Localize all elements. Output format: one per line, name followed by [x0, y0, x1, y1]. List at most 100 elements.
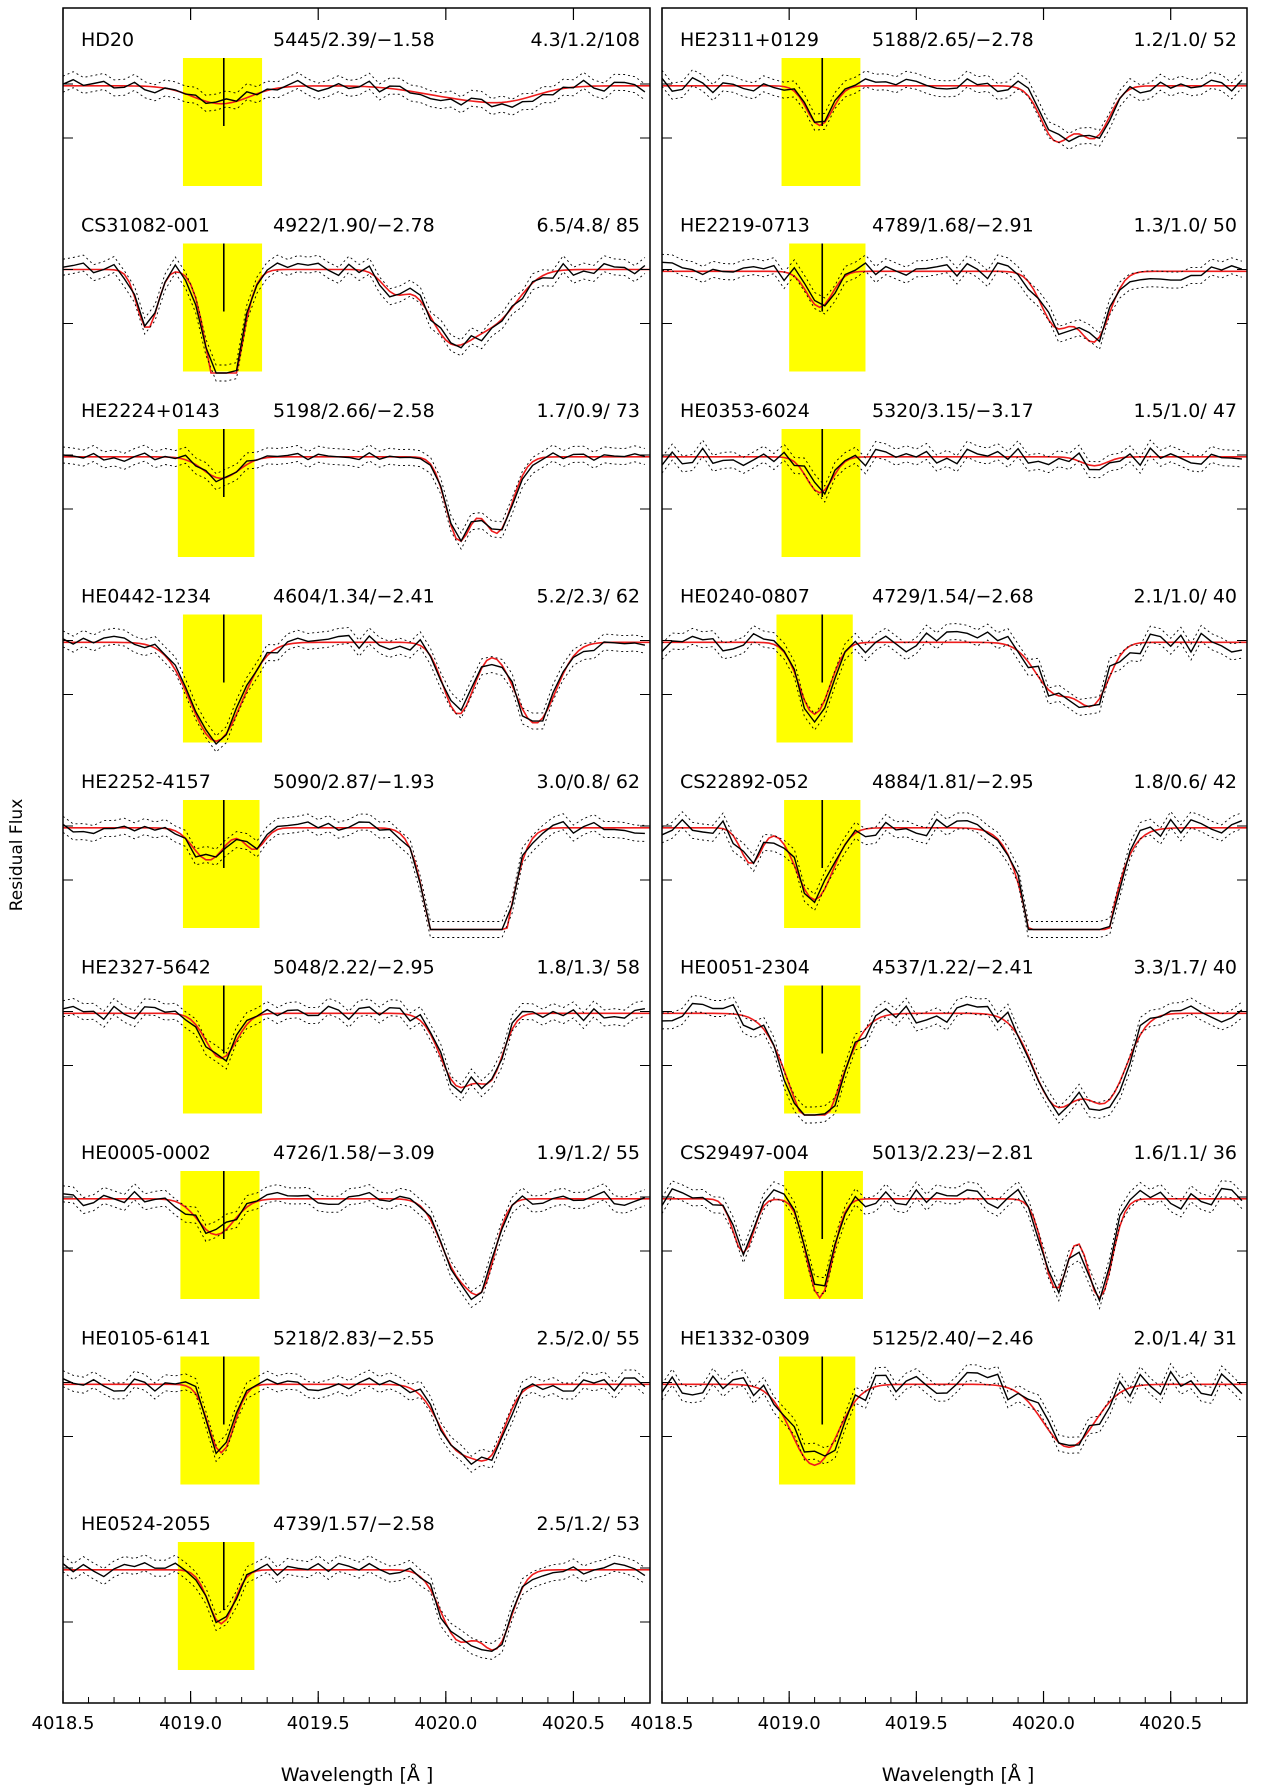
synthetic-spectrum — [63, 1569, 650, 1651]
synthetic-spectrum — [63, 827, 650, 931]
stellar-params: 5048/2.22/−2.95 — [273, 957, 435, 979]
observed-spectrum — [661, 1002, 1243, 1117]
x-tick-label: 4019.5 — [287, 1713, 350, 1734]
star-name: CS29497-004 — [680, 1142, 809, 1164]
error-lower — [661, 826, 1243, 938]
stellar-params: 5188/2.65/−2.78 — [872, 29, 1034, 51]
y-axis-label: Residual Flux — [7, 799, 27, 912]
error-upper — [62, 71, 646, 100]
panel-he0442-1234: HE0442-1234 4604/1.34/−2.41 5.2/2.3/ 62 — [62, 586, 650, 753]
highlight-box — [182, 614, 263, 743]
observed-spectrum — [661, 630, 1243, 724]
highlight-box — [177, 429, 255, 557]
panel-stats: 1.6/1.1/ 36 — [1134, 1142, 1237, 1164]
observed-spectrum — [62, 634, 646, 746]
synthetic-spectrum — [63, 641, 650, 743]
error-lower — [661, 455, 1242, 503]
observed-spectrum — [62, 1005, 646, 1094]
error-lower — [62, 87, 646, 116]
x-tick-label: 4018.5 — [32, 1713, 95, 1734]
observed-spectrum — [62, 1190, 646, 1301]
x-tick-label: 4019.5 — [885, 1713, 948, 1734]
error-lower — [661, 1378, 1243, 1465]
panel-stats: 4.3/1.2/108 — [530, 29, 640, 51]
star-name: HE2252-4157 — [81, 771, 211, 793]
x-tick-label: 4020.5 — [542, 1713, 605, 1734]
panel-stats: 3.3/1.7/ 40 — [1134, 957, 1237, 979]
star-name: HE2224+0143 — [81, 400, 220, 422]
synthetic-spectrum — [662, 641, 1247, 716]
highlight-box — [182, 800, 260, 928]
error-lower — [661, 1011, 1243, 1124]
left-frame — [62, 7, 651, 1704]
panel-stats: 2.0/1.4/ 31 — [1134, 1328, 1237, 1350]
synthetic-spectrum — [63, 268, 650, 374]
star-name: CS31082-001 — [81, 215, 210, 237]
observed-spectrum — [62, 78, 646, 108]
panel-he0240-0807: HE0240-0807 4729/1.54/−2.68 2.1/1.0/ 40 — [661, 586, 1247, 743]
panel-stats: 1.5/1.0/ 47 — [1134, 400, 1237, 422]
panel-he2219-0713: HE2219-0713 4789/1.68/−2.91 1.3/1.0/ 50 — [661, 215, 1247, 372]
observed-spectrum — [62, 262, 646, 374]
error-upper — [62, 1369, 646, 1457]
stellar-params: 5320/3.15/−3.17 — [872, 400, 1034, 422]
error-upper — [661, 1362, 1243, 1449]
synthetic-spectrum — [63, 456, 650, 543]
panel-he2224+0143: HE2224+0143 5198/2.66/−2.58 1.7/0.9/ 73 — [62, 400, 650, 557]
x-tick-label: 4020.5 — [1139, 1713, 1202, 1734]
panel-stats: 1.9/1.2/ 55 — [537, 1142, 640, 1164]
panel-stats: 1.8/0.6/ 42 — [1134, 771, 1237, 793]
panel-he0353-6024: HE0353-6024 5320/3.15/−3.17 1.5/1.0/ 47 — [661, 400, 1247, 557]
panel-stats: 5.2/2.3/ 62 — [537, 586, 640, 608]
star-name: HE0105-6141 — [81, 1328, 211, 1350]
star-name: HE0353-6024 — [680, 400, 810, 422]
observed-spectrum — [62, 1562, 646, 1653]
error-lower — [661, 85, 1243, 150]
error-upper — [661, 253, 1243, 335]
observed-spectrum — [62, 820, 645, 931]
stellar-params: 5013/2.23/−2.81 — [872, 1142, 1034, 1164]
stellar-params: 4604/1.34/−2.41 — [273, 586, 435, 608]
error-lower — [62, 460, 646, 551]
stellar-params: 4789/1.68/−2.91 — [872, 215, 1034, 237]
highlight-box — [789, 243, 866, 372]
synthetic-spectrum — [662, 1198, 1247, 1300]
highlight-box — [182, 58, 263, 186]
star-name: CS22892-052 — [680, 771, 809, 793]
panel-cs29497-004: CS29497-004 5013/2.23/−2.81 1.6/1.1/ 36 — [661, 1142, 1247, 1310]
panel-stats: 1.8/1.3/ 58 — [537, 957, 640, 979]
observed-spectrum — [661, 818, 1243, 931]
stellar-params: 4922/1.90/−2.78 — [273, 215, 435, 237]
star-name: HE2219-0713 — [680, 215, 810, 237]
right-frame — [661, 7, 1248, 1704]
error-upper — [62, 1554, 646, 1644]
stellar-params: 4739/1.57/−2.58 — [273, 1513, 435, 1535]
error-lower — [62, 829, 645, 938]
observed-spectrum — [62, 1377, 646, 1466]
error-lower — [661, 1196, 1243, 1310]
x-axis-label-right: Wavelength [Å ] — [882, 1763, 1035, 1786]
x-tick-label: 4018.5 — [631, 1713, 694, 1734]
observed-spectrum — [62, 451, 646, 543]
synthetic-spectrum — [662, 827, 1247, 931]
stellar-params: 5198/2.66/−2.58 — [273, 400, 435, 422]
star-name: HE0442-1234 — [81, 586, 211, 608]
error-upper — [62, 813, 645, 922]
star-name: HE0005-0002 — [81, 1142, 211, 1164]
stellar-params: 5090/2.87/−1.93 — [273, 771, 435, 793]
panel-he1332-0309: HE1332-0309 5125/2.40/−2.46 2.0/1.4/ 31 — [661, 1328, 1247, 1485]
highlight-box — [182, 985, 263, 1114]
error-lower — [661, 639, 1242, 731]
x-tick-label: 4019.0 — [758, 1713, 821, 1734]
panel-stats: 3.0/0.8/ 62 — [537, 771, 640, 793]
highlight-box — [180, 1171, 260, 1299]
error-upper — [62, 444, 646, 535]
highlight-box — [784, 1171, 863, 1299]
panel-hd20: HD20 5445/2.39/−1.58 4.3/1.2/108 — [62, 29, 650, 186]
star-name: HE0524-2055 — [81, 1513, 211, 1535]
synthetic-spectrum — [662, 270, 1247, 343]
panel-stats: 6.5/4.8/ 85 — [537, 215, 640, 237]
x-tick-label: 4019.0 — [159, 1713, 222, 1734]
error-upper — [661, 995, 1243, 1108]
panel-he2252-4157: HE2252-4157 5090/2.87/−1.93 3.0/0.8/ 62 — [62, 771, 650, 938]
